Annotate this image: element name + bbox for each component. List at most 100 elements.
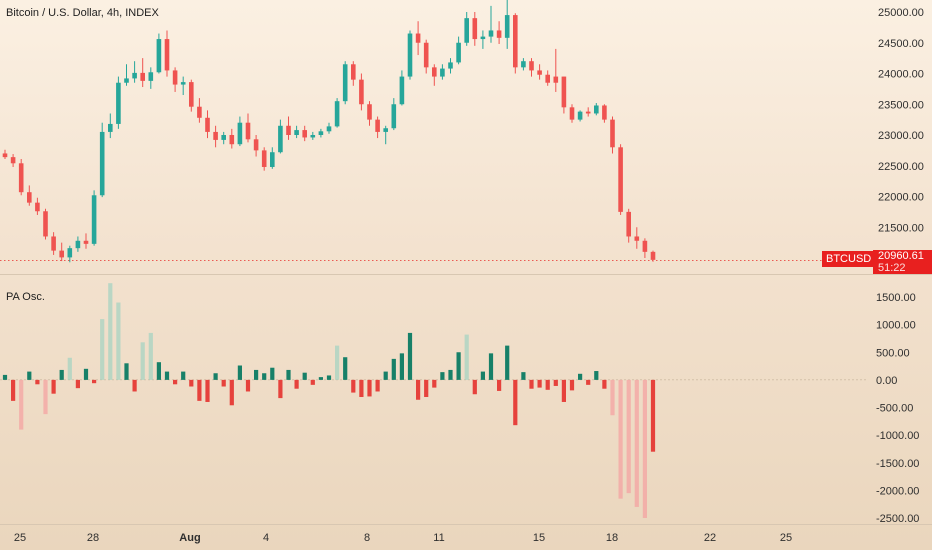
osc-bar — [214, 373, 218, 380]
candle-body — [529, 61, 534, 70]
osc-bar — [43, 380, 47, 414]
candle-body — [448, 62, 453, 68]
candle-body — [286, 126, 291, 135]
candle-body — [400, 77, 405, 105]
osc-bar — [270, 368, 274, 380]
candle-body — [618, 147, 623, 212]
osc-axis-tick: 1000.00 — [876, 320, 916, 332]
osc-bar — [359, 380, 363, 397]
candle-body — [311, 135, 316, 137]
osc-bar — [416, 380, 420, 400]
candle-body — [213, 132, 218, 140]
candle-body — [51, 236, 56, 250]
osc-bar — [408, 333, 412, 380]
candle-body — [3, 153, 8, 157]
osc-bar — [651, 380, 655, 452]
candle-body — [359, 80, 364, 105]
osc-bar — [335, 346, 339, 380]
osc-bar — [497, 380, 501, 391]
osc-bar — [562, 380, 566, 402]
osc-bar — [554, 380, 558, 386]
osc-bar — [594, 371, 598, 380]
osc-axis-tick: 1500.00 — [876, 292, 916, 304]
osc-bar — [319, 377, 323, 380]
osc-bar — [238, 366, 242, 380]
osc-bar — [529, 380, 533, 389]
osc-axis-tick: 500.00 — [876, 347, 910, 359]
candle-body — [270, 152, 275, 167]
candle-body — [570, 107, 575, 119]
osc-bar — [205, 380, 209, 402]
osc-bar — [189, 380, 193, 387]
osc-bar — [343, 357, 347, 380]
candle-body — [319, 131, 324, 135]
x-axis-tick: 8 — [364, 532, 370, 544]
osc-axis-tick: -1500.00 — [876, 458, 919, 470]
osc-bar — [432, 380, 436, 388]
candle-body — [473, 18, 478, 39]
price-axis-tick: 22500.00 — [878, 161, 924, 173]
candle-body — [68, 248, 73, 257]
osc-bar — [303, 373, 307, 380]
osc-bar — [448, 370, 452, 380]
osc-bar — [197, 380, 201, 401]
candle-body — [651, 252, 656, 260]
osc-bar — [489, 353, 493, 380]
osc-bar — [222, 380, 226, 387]
candle-body — [302, 130, 307, 137]
x-axis-tick: 11 — [433, 532, 444, 544]
candle-body — [11, 157, 16, 163]
candle-body — [165, 39, 170, 70]
candle-body — [635, 236, 640, 240]
osc-bar — [124, 363, 128, 380]
price-axis-tick: 24500.00 — [878, 38, 924, 50]
osc-bar — [84, 369, 88, 380]
last-price-value: 20960.61 — [878, 250, 932, 262]
osc-bar — [586, 380, 590, 385]
osc-bar — [465, 335, 469, 380]
candle-body — [521, 61, 526, 67]
osc-bar — [513, 380, 517, 425]
osc-bar — [457, 352, 461, 380]
x-axis-tick: Aug — [179, 532, 200, 544]
candle-body — [100, 132, 105, 195]
candle-body — [335, 101, 340, 126]
osc-bar — [92, 380, 96, 383]
candle-body — [230, 135, 235, 144]
osc-axis-tick: -500.00 — [876, 403, 913, 415]
candle-body — [554, 77, 559, 83]
osc-bar — [578, 374, 582, 380]
osc-bar — [384, 372, 388, 380]
osc-bar — [424, 380, 428, 397]
candle-body — [116, 83, 121, 124]
symbol-tag: BTCUSD — [822, 251, 875, 267]
osc-bar — [546, 380, 550, 390]
candle-body — [59, 251, 64, 258]
candle-body — [416, 34, 421, 43]
osc-bar — [505, 346, 509, 380]
osc-bar — [157, 362, 161, 380]
candle-body — [562, 77, 567, 108]
osc-bar — [286, 370, 290, 380]
osc-bar — [254, 370, 258, 380]
x-axis-tick: 28 — [87, 532, 99, 544]
candle-body — [489, 30, 494, 36]
candle-body — [92, 195, 97, 244]
osc-bar — [246, 380, 250, 392]
osc-bar — [295, 380, 299, 389]
candle-body — [19, 163, 24, 192]
candle-body — [254, 139, 259, 150]
candle-body — [497, 30, 502, 37]
osc-bar — [278, 380, 282, 398]
candle-body — [43, 211, 48, 236]
price-axis-tick: 23500.00 — [878, 99, 924, 111]
candle-body — [424, 43, 429, 68]
osc-bar — [619, 380, 623, 499]
candle-body — [157, 39, 162, 72]
osc-bar — [27, 372, 31, 380]
main-chart-title: Bitcoin / U.S. Dollar, 4h, INDEX — [6, 7, 159, 19]
candle-body — [294, 130, 299, 135]
osc-axis-tick: -2000.00 — [876, 485, 919, 497]
osc-bar — [76, 380, 80, 388]
